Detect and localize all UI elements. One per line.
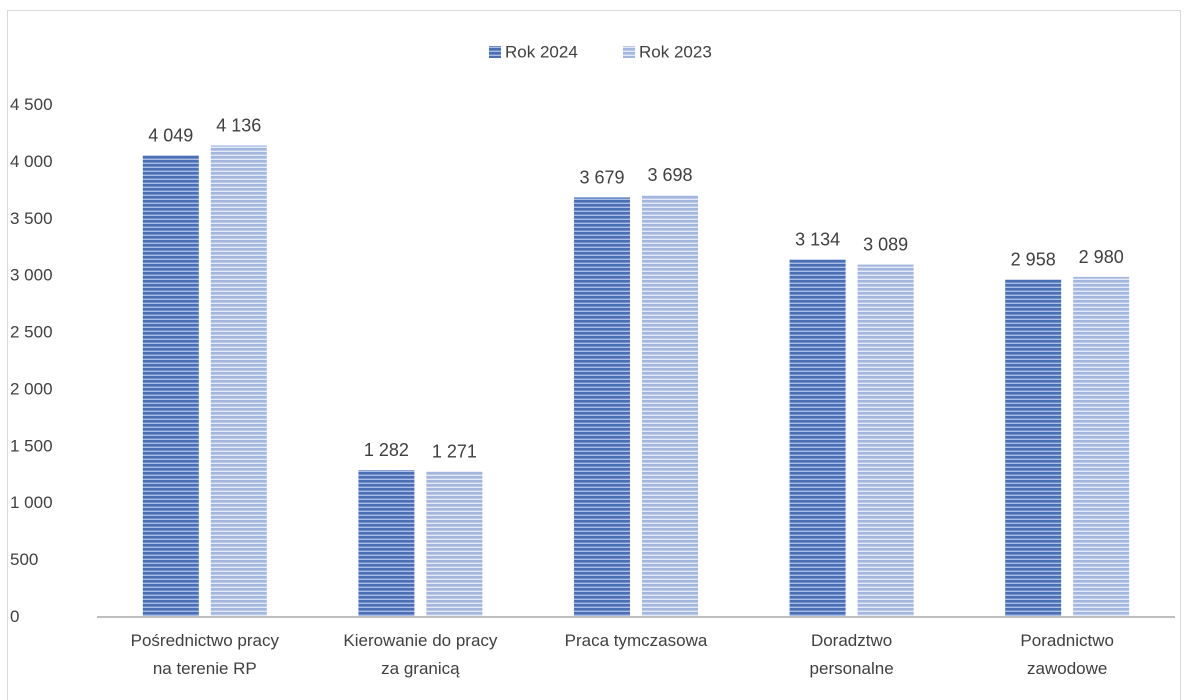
value-labels: 4 049 4 136 1 282 1 271 3 679 3 698 3 134 3 089… xyxy=(148,115,1123,461)
data-label: 1 271 xyxy=(432,441,477,461)
data-label: 4 136 xyxy=(216,115,261,135)
bar-series-1-cat-2 xyxy=(358,470,415,616)
data-label: 1 282 xyxy=(364,440,409,460)
y-tick-label: 3 000 xyxy=(10,266,53,285)
y-tick-label: 1 000 xyxy=(10,493,53,512)
chart-frame xyxy=(7,10,1181,700)
y-tick-label: 1 500 xyxy=(10,436,53,455)
data-label: 3 698 xyxy=(647,165,692,185)
x-tick-label: Pośrednictwo pracy na terenie RP xyxy=(131,631,280,678)
y-tick-label: 3 500 xyxy=(10,209,53,228)
legend-swatch-1 xyxy=(489,46,501,58)
y-tick-label: 0 xyxy=(10,607,19,626)
data-label: 3 679 xyxy=(579,167,624,187)
bar-series-1-cat-4 xyxy=(789,259,846,616)
x-axis: Pośrednictwo pracy na terenie RP Kierowani… xyxy=(97,616,1175,678)
bar-series-1-cat-3 xyxy=(574,197,630,616)
data-label: 3 134 xyxy=(795,229,840,249)
x-tick-label: Doradztwo personalne xyxy=(810,631,894,678)
x-tick-label: Kierowanie do pracy za granicą xyxy=(343,631,498,678)
bar-series-2-cat-2 xyxy=(426,471,483,616)
x-tick-label: Praca tymczasowa xyxy=(565,631,708,650)
x-tick-label: Poradnictwo zawodowe xyxy=(1020,631,1114,678)
legend: Rok 2024 Rok 2023 xyxy=(489,43,712,62)
y-axis: 0 500 1 000 1 500 2 000 2 500 3 000 3 500 4 000 4… xyxy=(10,95,53,626)
y-tick-label: 4 000 xyxy=(10,152,53,171)
y-tick-label: 2 500 xyxy=(10,323,53,342)
y-tick-label: 500 xyxy=(10,550,38,569)
bar-series-1-cat-5 xyxy=(1005,279,1062,616)
bar-series-2-cat-1 xyxy=(210,145,267,617)
legend-swatch-2 xyxy=(623,46,635,58)
data-label: 3 089 xyxy=(863,235,908,255)
legend-label-1: Rok 2024 xyxy=(505,43,578,62)
data-label: 2 980 xyxy=(1079,247,1124,267)
data-label: 2 958 xyxy=(1011,249,1056,269)
bar-series-2-cat-5 xyxy=(1073,276,1130,616)
data-label: 4 049 xyxy=(148,125,193,145)
legend-label-2: Rok 2023 xyxy=(639,43,712,62)
y-tick-label: 4 500 xyxy=(10,95,53,114)
bar-series-1-cat-1 xyxy=(142,155,199,616)
bar-series-2-cat-4 xyxy=(857,264,914,616)
bars xyxy=(142,145,1130,617)
bar-series-2-cat-3 xyxy=(642,195,698,617)
y-tick-label: 2 000 xyxy=(10,379,53,398)
